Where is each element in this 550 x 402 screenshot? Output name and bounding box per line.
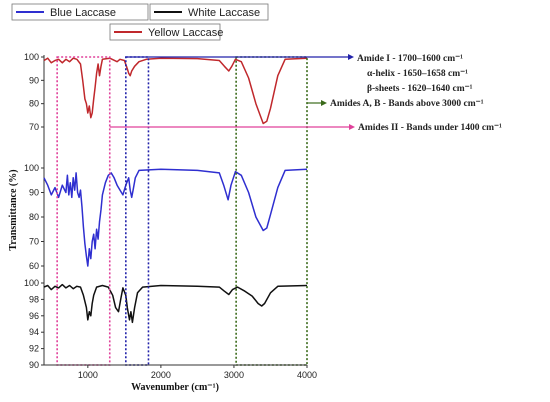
panel-1: 60 70 80 90 100	[24, 163, 308, 271]
series-line-blue-laccase	[43, 168, 308, 267]
y-tick-label: 90	[29, 75, 39, 85]
x-axis-title: Wavenumber (cm⁻¹)	[131, 382, 219, 393]
y-tick-label: 100	[24, 52, 39, 62]
panel-0: 70 80 90 100	[24, 52, 308, 132]
y-axis-title: Transmittance (%)	[8, 169, 19, 250]
annotation-amides-ii: Amides II - Bands under 1400 cm⁻¹	[358, 123, 502, 133]
series-line-yellow-laccase	[43, 57, 308, 125]
x-tick-label: 3000	[224, 370, 244, 380]
y-tick-label: 98	[29, 294, 39, 304]
y-tick-label: 90	[29, 360, 39, 370]
arrow-amides-a-b-head	[321, 100, 327, 106]
x-tick-label: 2000	[151, 370, 171, 380]
y-tick-label: 100	[24, 278, 39, 288]
regions	[56, 54, 355, 366]
arrow-amide-i-head	[348, 54, 354, 60]
legend-box-white	[149, 3, 269, 21]
annotation-beta-sheets: β-sheets - 1620–1640 cm⁻¹	[367, 84, 473, 94]
x-tick-label: 1000	[78, 370, 98, 380]
panel-2: 90 92 94 96 98 100	[24, 278, 308, 370]
y-tick-label: 70	[29, 237, 39, 247]
annotation-amides-a-b: Amides A, B - Bands above 3000 cm⁻¹	[330, 99, 484, 109]
y-tick-label: 70	[29, 122, 39, 132]
amide-a-b-region	[235, 56, 308, 366]
y-tick-label: 100	[24, 163, 39, 173]
y-tick-label: 60	[29, 261, 39, 271]
legend-label-yellow: Yellow Laccase	[148, 27, 223, 39]
legend: Blue Laccase White Laccase Yellow Laccas…	[11, 3, 269, 41]
y-tick-label: 94	[29, 327, 39, 337]
y-tick-label: 90	[29, 188, 39, 198]
arrow-amides-ii-head	[349, 124, 355, 130]
legend-label-white: White Laccase	[188, 7, 260, 19]
x-axis: 1000 2000 3000 4000	[44, 364, 317, 380]
y-tick-label: 80	[29, 212, 39, 222]
legend-box-yellow	[109, 23, 221, 41]
panels: 70 80 90 100 60 70 80 90 100 90 92 94 96 98 100	[24, 52, 308, 370]
annotation-alpha-helix: α-helix - 1650–1658 cm⁻¹	[367, 69, 468, 79]
y-tick-label: 92	[29, 344, 39, 354]
y-tick-label: 80	[29, 99, 39, 109]
legend-box-blue	[11, 3, 149, 21]
fingerprint-region	[56, 56, 111, 366]
y-tick-label: 96	[29, 311, 39, 321]
legend-label-blue: Blue Laccase	[50, 7, 116, 19]
annotations: Amide I - 1700–1600 cm⁻¹ α-helix - 1650–…	[330, 54, 502, 133]
annotation-amide-i: Amide I - 1700–1600 cm⁻¹	[357, 54, 463, 64]
x-tick-label: 4000	[297, 370, 317, 380]
series-line-white-laccase	[43, 283, 308, 324]
